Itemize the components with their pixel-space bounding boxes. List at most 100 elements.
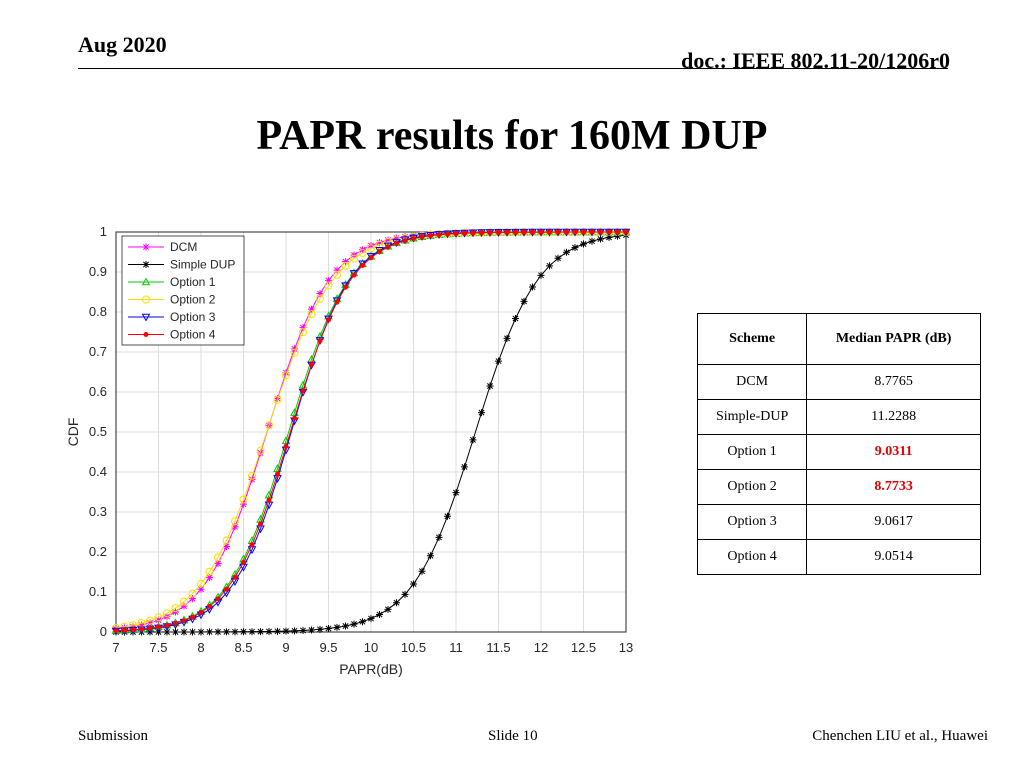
legend-label: Option 2 bbox=[170, 293, 216, 307]
data-point bbox=[411, 236, 416, 242]
y-tick-label: 1 bbox=[100, 224, 107, 239]
data-point bbox=[445, 231, 450, 237]
data-point bbox=[113, 628, 119, 634]
data-point bbox=[571, 244, 579, 252]
legend-entry: Option 2 bbox=[128, 293, 216, 307]
data-point bbox=[428, 233, 433, 239]
data-point bbox=[470, 230, 476, 236]
data-point bbox=[385, 244, 391, 250]
data-point bbox=[581, 229, 586, 235]
data-point bbox=[333, 266, 341, 274]
legend-label: DCM bbox=[170, 240, 197, 254]
data-point bbox=[479, 230, 484, 236]
data-point bbox=[206, 574, 213, 582]
data-point bbox=[572, 229, 578, 235]
data-point bbox=[419, 234, 425, 240]
data-point bbox=[564, 229, 569, 235]
scheme-cell: Option 2 bbox=[696, 469, 808, 505]
scheme-cell: DCM bbox=[696, 364, 808, 400]
y-tick-label: 0.2 bbox=[89, 544, 107, 559]
x-tick-label: 13 bbox=[619, 640, 633, 655]
data-point bbox=[360, 262, 365, 268]
data-point bbox=[368, 255, 374, 261]
slide-title: PAPR results for 160M DUP bbox=[256, 113, 768, 159]
data-point bbox=[376, 238, 383, 246]
data-point bbox=[266, 497, 272, 503]
data-point bbox=[142, 295, 150, 304]
table-row: Option 3 9.0617 bbox=[696, 504, 981, 540]
x-tick-label: 12.5 bbox=[571, 640, 596, 655]
data-point bbox=[555, 229, 561, 235]
data-point bbox=[350, 254, 358, 263]
data-point bbox=[358, 248, 367, 257]
legend-entry: Option 1 bbox=[128, 275, 216, 289]
data-point bbox=[206, 628, 213, 636]
data-point bbox=[384, 236, 392, 244]
data-point bbox=[325, 624, 332, 632]
median-papr-table: Scheme Median PAPR (dB) DCM 8.7765 Simple-… bbox=[696, 313, 981, 575]
table-row: Simple-DUP 11.2288 bbox=[696, 399, 981, 435]
plot-frame bbox=[115, 231, 627, 633]
data-point bbox=[274, 627, 281, 635]
y-tick-label: 0.6 bbox=[89, 384, 107, 399]
data-point bbox=[359, 618, 366, 626]
data-point bbox=[282, 371, 290, 380]
x-tick-label: 10.5 bbox=[401, 640, 426, 655]
data-point bbox=[180, 602, 188, 610]
data-point bbox=[142, 261, 150, 268]
footer-author: Chenchen LIU et al., Huawei bbox=[812, 728, 988, 744]
data-point bbox=[605, 233, 613, 241]
median-papr-cell: 8.7765 bbox=[806, 364, 981, 400]
footer-slide-number: Slide 10 bbox=[488, 728, 538, 744]
x-tick-label: 7.5 bbox=[149, 640, 167, 655]
y-tick-label: 0.9 bbox=[89, 264, 107, 279]
data-point bbox=[496, 229, 501, 235]
data-point bbox=[444, 512, 451, 520]
legend-entry: Simple DUP bbox=[128, 258, 235, 272]
y-tick-label: 0.7 bbox=[89, 344, 107, 359]
data-point bbox=[214, 628, 222, 636]
y-tick-label: 0 bbox=[100, 624, 107, 639]
data-point bbox=[224, 586, 229, 592]
data-point bbox=[292, 415, 297, 421]
chart-canvas: 7 7.5 8 8.5 9 9.5 10 10.5 11 11.5 12 12.5 1300.10.20… bbox=[65, 224, 633, 677]
data-point bbox=[248, 628, 256, 636]
data-point bbox=[376, 611, 383, 619]
x-tick-label: 8 bbox=[197, 640, 204, 655]
y-tick-label: 0.8 bbox=[89, 304, 107, 319]
data-point bbox=[240, 628, 247, 636]
data-point bbox=[275, 471, 280, 477]
data-point bbox=[249, 542, 255, 548]
data-point bbox=[197, 579, 205, 588]
header-divider bbox=[78, 68, 948, 69]
data-point bbox=[273, 395, 282, 404]
data-point bbox=[232, 574, 238, 580]
data-point bbox=[214, 553, 222, 562]
data-point bbox=[258, 521, 263, 527]
data-point bbox=[436, 232, 442, 238]
x-tick-label: 9.5 bbox=[319, 640, 337, 655]
data-point bbox=[154, 613, 163, 622]
data-point bbox=[171, 604, 180, 613]
data-point bbox=[122, 627, 127, 633]
legend-entry: DCM bbox=[128, 240, 197, 254]
data-point bbox=[181, 618, 187, 624]
data-point bbox=[394, 240, 399, 246]
data-point bbox=[393, 599, 400, 607]
data-point bbox=[155, 616, 162, 624]
data-point bbox=[142, 243, 150, 251]
data-point bbox=[589, 229, 595, 235]
data-point bbox=[282, 369, 290, 377]
header-date: Aug 2020 bbox=[78, 32, 167, 57]
data-point bbox=[223, 543, 230, 551]
data-point bbox=[189, 628, 196, 636]
y-axis-label: CDF bbox=[65, 418, 81, 447]
data-point bbox=[139, 626, 144, 632]
data-point bbox=[265, 421, 273, 430]
papr-cdf-chart: 7 7.5 8 8.5 9 9.5 10 10.5 11 11.5 12 12.5 13 0 0.1 0.2 0… bbox=[60, 220, 650, 695]
data-point bbox=[418, 567, 426, 575]
data-point bbox=[205, 567, 214, 576]
table-header-row: Scheme Median PAPR (dB) bbox=[696, 313, 981, 365]
data-point bbox=[324, 281, 333, 290]
data-point bbox=[141, 313, 151, 322]
